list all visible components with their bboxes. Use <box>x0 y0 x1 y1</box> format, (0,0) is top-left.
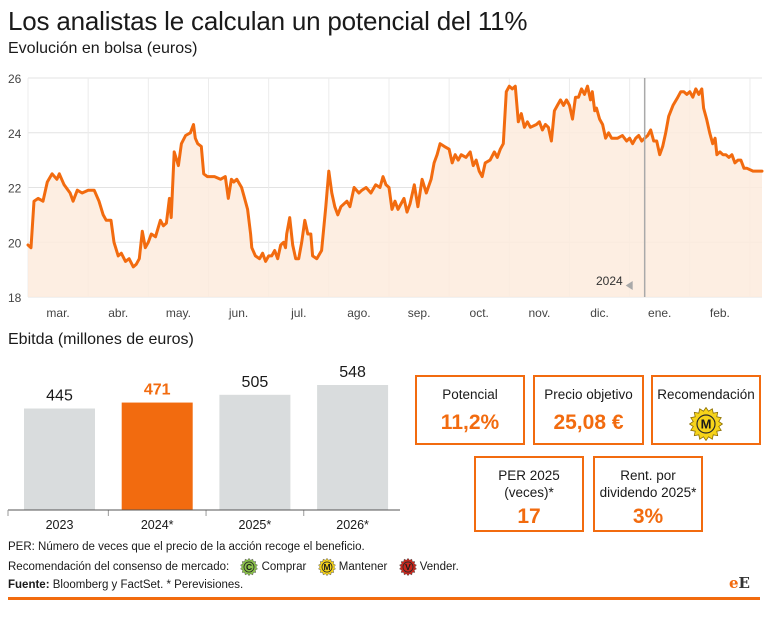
legend-vender-text: Vender. <box>419 561 459 574</box>
legend-comprar: C Comprar <box>240 558 306 576</box>
kpi-precio-label: Precio objetivo <box>544 387 633 402</box>
x-tick-label: ene. <box>648 306 671 320</box>
y-tick-label: 26 <box>8 72 22 86</box>
bar-value-label: 548 <box>339 364 366 381</box>
x-tick-label: mar. <box>46 306 69 320</box>
bar-category-label: 2024* <box>141 518 174 532</box>
x-tick-label: abr. <box>108 306 128 320</box>
x-tick-label: feb. <box>710 306 730 320</box>
x-tick-label: dic. <box>590 306 609 320</box>
publisher-logo: eE <box>729 574 750 592</box>
bar-2026 <box>317 385 389 510</box>
kpi-dividendo-value: 3% <box>632 505 664 528</box>
logo-letter-E: E <box>738 574 750 592</box>
x-tick-label: jun. <box>228 306 248 320</box>
bar-2023 <box>24 408 95 510</box>
legend-vender: V Vender. <box>398 558 459 576</box>
kpi-potencial-value: 11,2% <box>440 411 500 434</box>
vender-seal-icon: V <box>398 558 417 576</box>
mantener-legend-seal-letter: M <box>323 562 330 572</box>
bar-2024 <box>121 402 193 510</box>
y-tick-label: 24 <box>8 127 22 141</box>
legend-mantener-text: Mantener <box>338 561 388 574</box>
kpi-dividendo: Rent. por dividendo 2025* 3% <box>593 456 703 532</box>
per-note: PER: Número de veces que el precio de la… <box>8 541 365 553</box>
kpi-per-label-2: (veces)* <box>504 485 554 500</box>
kpi-per-value: 17 <box>517 505 541 528</box>
recommendation-legend: Recomendación del consenso de mercado: C… <box>8 558 459 576</box>
kpi-potencial: Potencial 11,2% <box>415 375 525 445</box>
price-area <box>28 86 762 297</box>
x-tick-label: may. <box>166 306 191 320</box>
mantener-seal-letter: M <box>701 417 712 432</box>
bar-value-label: 445 <box>46 387 73 404</box>
page-title: Los analistas le calculan un potencial d… <box>8 6 528 36</box>
bar-value-label: 471 <box>144 382 171 399</box>
mantener-seal-icon: M <box>689 407 723 441</box>
bottom-rule <box>8 597 760 600</box>
bar-2025 <box>219 394 291 510</box>
x-tick-label: nov. <box>528 306 550 320</box>
source-note: Fuente: Bloomberg y FactSet. * Perevisio… <box>8 579 243 591</box>
source-label: Fuente: <box>8 579 50 591</box>
bar-category-label: 2023 <box>46 518 74 532</box>
y-tick-label: 22 <box>8 182 22 196</box>
year-label: 2024 <box>596 274 623 288</box>
bar-category-label: 2026* <box>336 518 369 532</box>
comprar-seal-icon: C <box>240 558 259 576</box>
kpi-per: PER 2025 (veces)* 17 <box>474 456 584 532</box>
source-text: Bloomberg y FactSet. * Perevisiones. <box>49 579 244 591</box>
y-tick-label: 20 <box>8 236 22 250</box>
x-tick-label: sep. <box>408 306 431 320</box>
kpi-dividendo-label-1: Rent. por <box>620 468 676 483</box>
vender-seal-letter: V <box>405 562 411 572</box>
legend-comprar-text: Comprar <box>261 561 307 574</box>
comprar-seal-letter: C <box>246 562 252 572</box>
year-arrow-icon <box>625 281 633 290</box>
kpi-recomendacion: Recomendación M <box>651 375 761 445</box>
bar-category-label: 2025* <box>239 518 272 532</box>
recommendation-legend-label: Recomendación del consenso de mercado: <box>8 561 230 574</box>
kpi-per-label-1: PER 2025 <box>498 468 560 483</box>
x-tick-label: ago. <box>347 306 370 320</box>
y-tick-label: 18 <box>8 291 22 305</box>
ebitda-bar-chart: 445 2023 471 2024* 505 2025* 548 2026* <box>7 364 400 532</box>
x-tick-label: jul. <box>290 306 306 320</box>
kpi-dividendo-label-2: dividendo 2025* <box>599 485 697 500</box>
chart-subtitle: Evolución en bolsa (euros) <box>8 40 198 57</box>
stock-price-line-chart: 18 20 22 24 26 mar. abr. may. jun. jul. ago. sep. oc… <box>8 72 764 320</box>
kpi-precio-value: 25,08 € <box>553 411 624 434</box>
logo-letter-e: e <box>729 574 739 592</box>
kpi-recomendacion-label: Recomendación <box>657 387 755 402</box>
price-line <box>26 84 764 269</box>
kpi-potencial-label: Potencial <box>442 387 498 402</box>
bar-value-label: 505 <box>242 374 269 391</box>
kpi-precio-objetivo: Precio objetivo 25,08 € <box>533 375 644 445</box>
mantener-legend-seal-icon: M <box>317 558 336 576</box>
x-tick-label: oct. <box>470 306 489 320</box>
legend-mantener: M Mantener <box>317 558 388 576</box>
ebitda-title: Ebitda (millones de euros) <box>8 331 194 348</box>
